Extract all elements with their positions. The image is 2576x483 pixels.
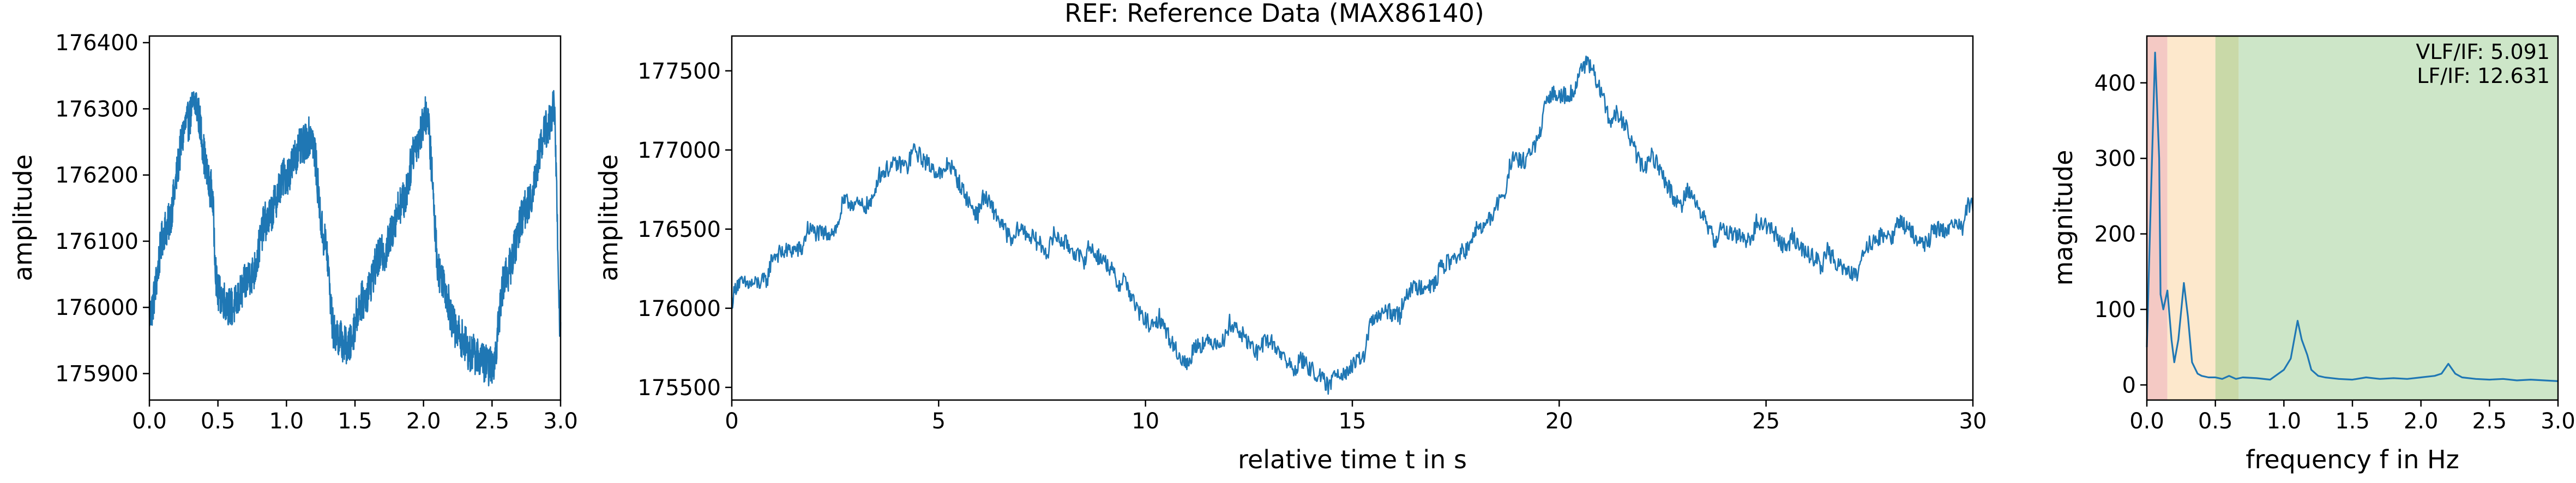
y-tick-label: 200 bbox=[2094, 222, 2136, 247]
x-tick-label: 2.0 bbox=[2404, 409, 2439, 434]
x-ticks-left: 0.0 0.5 1.0 1.5 2.0 2.5 3.0 bbox=[132, 400, 578, 434]
series-line-left-0 bbox=[148, 90, 562, 387]
plot-area-middle bbox=[732, 36, 1973, 400]
data-layer-right bbox=[2146, 51, 2559, 382]
y-tick-label: 175500 bbox=[637, 375, 721, 401]
x-tick-label: 0.0 bbox=[2129, 409, 2164, 434]
y-tick-label: 177500 bbox=[637, 59, 721, 84]
x-axis-label-right: frequency f in Hz bbox=[2246, 445, 2459, 474]
y-tick-label: 176100 bbox=[55, 229, 139, 254]
y-axis-label-left: amplitude bbox=[8, 154, 38, 281]
x-tick-label: 30 bbox=[1959, 409, 1987, 434]
x-tick-label: 0.5 bbox=[2198, 409, 2233, 434]
annotation-lf-if: LF/IF: 12.631 bbox=[2417, 64, 2550, 88]
x-tick-label: 2.5 bbox=[2472, 409, 2507, 434]
x-tick-label: 25 bbox=[1752, 409, 1780, 434]
x-tick-label: 3.0 bbox=[543, 409, 578, 434]
y-tick-label: 177000 bbox=[637, 138, 721, 163]
figure-title: REF: Reference Data (MAX86140) bbox=[1064, 0, 1484, 28]
x-tick-label: 2.5 bbox=[475, 409, 510, 434]
series-line-middle-0 bbox=[731, 55, 1974, 395]
x-tick-label: 0.0 bbox=[132, 409, 167, 434]
x-ticks-right: 0.0 0.5 1.0 1.5 2.0 2.5 3.0 bbox=[2129, 400, 2575, 434]
x-tick-label: 3.0 bbox=[2541, 409, 2575, 434]
series-line-right-0 bbox=[2146, 51, 2559, 382]
x-ticks-middle: 0 5 10 15 20 25 30 bbox=[725, 400, 1987, 434]
x-tick-label: 0.5 bbox=[201, 409, 236, 434]
y-tick-label: 175900 bbox=[55, 361, 139, 386]
x-tick-label: 1.0 bbox=[2267, 409, 2302, 434]
y-ticks-right: 0 100 200 300 400 bbox=[2094, 71, 2147, 398]
y-tick-label: 176500 bbox=[637, 217, 721, 242]
y-tick-label: 100 bbox=[2094, 297, 2136, 323]
x-tick-label: 5 bbox=[932, 409, 946, 434]
y-tick-label: 176400 bbox=[55, 31, 139, 56]
x-tick-label: 15 bbox=[1339, 409, 1367, 434]
chart-left: 0.0 0.5 1.0 1.5 2.0 2.5 3.0 175900 176000 176100… bbox=[8, 31, 578, 434]
data-layer-left bbox=[148, 90, 562, 387]
y-tick-label: 176200 bbox=[55, 163, 139, 188]
data-layer-middle bbox=[731, 55, 1974, 395]
x-tick-label: 10 bbox=[1131, 409, 1159, 434]
x-tick-label: 0 bbox=[725, 409, 738, 434]
x-tick-label: 1.5 bbox=[338, 409, 372, 434]
band-1 bbox=[2167, 36, 2216, 400]
band-3 bbox=[2238, 36, 2558, 400]
y-tick-label: 300 bbox=[2094, 146, 2136, 171]
y-tick-label: 176000 bbox=[637, 296, 721, 321]
bands-right bbox=[2147, 36, 2558, 400]
x-tick-label: 20 bbox=[1545, 409, 1573, 434]
x-axis-label-middle: relative time t in s bbox=[1238, 445, 1467, 474]
x-tick-label: 1.0 bbox=[269, 409, 304, 434]
y-ticks-middle: 175500 176000 176500 177000 177500 bbox=[637, 59, 732, 401]
chart-middle: 0 5 10 15 20 25 30 175500 176000 176500 177000 177… bbox=[594, 35, 1987, 474]
y-tick-label: 400 bbox=[2094, 71, 2136, 96]
plot-area-left bbox=[149, 36, 561, 400]
annotation-vlf-if: VLF/IF: 5.091 bbox=[2416, 40, 2550, 64]
y-axis-label-right: magnitude bbox=[2049, 150, 2078, 286]
y-tick-label: 176300 bbox=[55, 97, 139, 122]
chart-right: 0.0 0.5 1.0 1.5 2.0 2.5 3.0 0 100 200 300 400 magn… bbox=[2049, 35, 2575, 474]
y-tick-label: 176000 bbox=[55, 295, 139, 320]
x-tick-label: 2.0 bbox=[406, 409, 441, 434]
band-2 bbox=[2215, 36, 2239, 400]
y-tick-label: 0 bbox=[2122, 373, 2136, 398]
y-axis-label-middle: amplitude bbox=[594, 154, 623, 281]
y-ticks-left: 175900 176000 176100 176200 176300 176400 bbox=[55, 31, 149, 386]
x-tick-label: 1.5 bbox=[2335, 409, 2370, 434]
